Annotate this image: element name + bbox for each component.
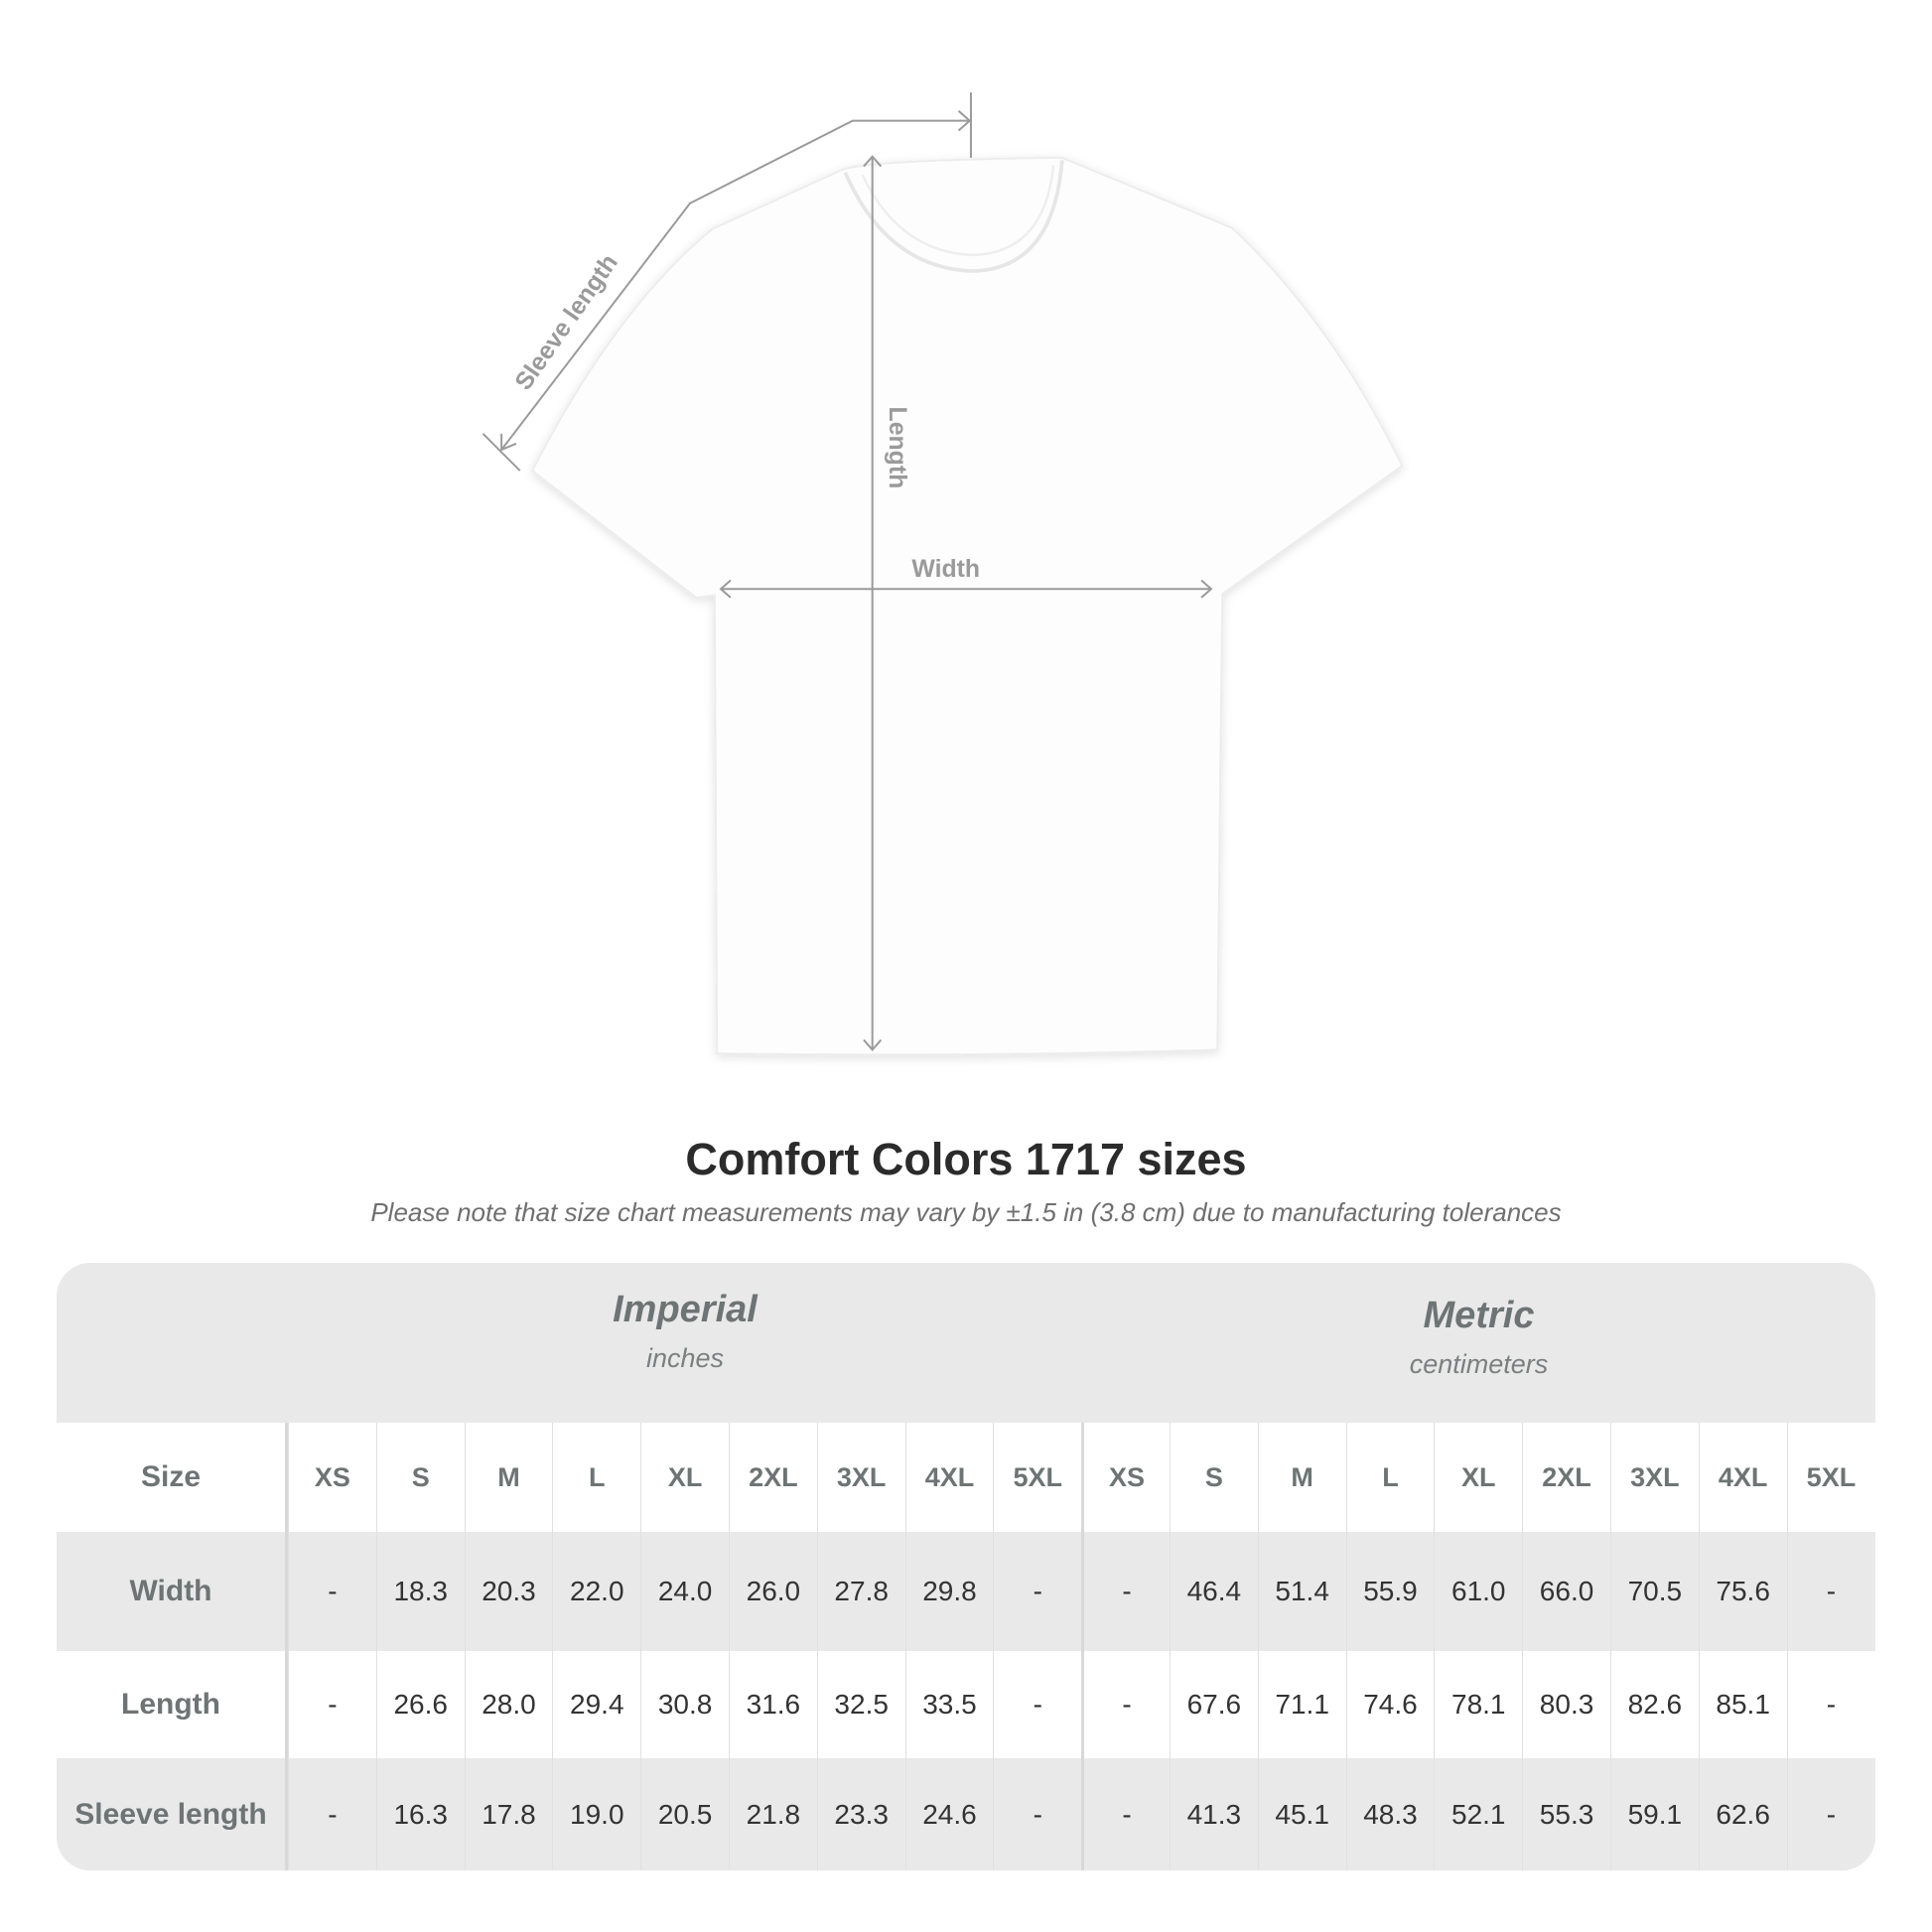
size-header-imperial: 5XL [993, 1423, 1081, 1532]
size-header-metric: 5XL [1786, 1423, 1875, 1532]
size-header-imperial: XS [288, 1423, 376, 1532]
size-header-metric: 4XL [1698, 1423, 1787, 1532]
imperial-value: 29.4 [552, 1651, 640, 1758]
imperial-value: 24.0 [640, 1532, 729, 1651]
imperial-title: Imperial [613, 1289, 758, 1330]
metric-value: - [1786, 1758, 1875, 1870]
metric-value: 46.4 [1169, 1532, 1258, 1651]
size-header-imperial: XL [640, 1423, 729, 1532]
imperial-value: - [288, 1651, 376, 1758]
imperial-value: 20.3 [464, 1532, 553, 1651]
imperial-value: 32.5 [816, 1651, 905, 1758]
metric-value: 59.1 [1609, 1758, 1699, 1870]
size-header-imperial: S [375, 1423, 465, 1532]
metric-title: Metric [1423, 1295, 1535, 1336]
size-header-imperial: M [464, 1423, 553, 1532]
imperial-unit: inches [645, 1343, 725, 1373]
metric-value: 48.3 [1345, 1758, 1435, 1870]
imperial-value: - [993, 1758, 1081, 1870]
row-label: Sleeve length [57, 1758, 288, 1870]
collar [843, 160, 1064, 273]
size-header-imperial: L [552, 1423, 640, 1532]
imperial-value: 20.5 [640, 1758, 729, 1870]
metric-value: - [1081, 1651, 1170, 1758]
imperial-value: 33.5 [904, 1651, 994, 1758]
size-header-metric: S [1169, 1423, 1258, 1532]
size-header-imperial: 2XL [728, 1423, 817, 1532]
size-label: Size [57, 1423, 288, 1532]
size-header-imperial: 3XL [816, 1423, 905, 1532]
imperial-value: 16.3 [375, 1758, 465, 1870]
metric-value: 41.3 [1169, 1758, 1258, 1870]
metric-value: 85.1 [1698, 1651, 1787, 1758]
size-header-metric: 3XL [1609, 1423, 1699, 1532]
table-row: Sleeve length -16.3 17.8 19.0 20.5 21.8 23.3 24… [57, 1758, 1875, 1870]
table-row: Width -18.3 20.3 22.0 24.0 26.0 27.8 29.8- -46.4… [57, 1532, 1875, 1651]
imperial-value: - [288, 1758, 376, 1870]
metric-value: 45.1 [1257, 1758, 1346, 1870]
table-row: Length -26.6 28.0 29.4 30.8 31.6 32.5 33.5- -67.… [57, 1651, 1875, 1758]
imperial-value: 28.0 [464, 1651, 553, 1758]
metric-value: 61.0 [1434, 1532, 1522, 1651]
metric-unit: centimeters [1409, 1349, 1549, 1379]
page-title: Comfort Colors 1717 sizes [685, 1134, 1247, 1184]
size-header-metric: 2XL [1522, 1423, 1610, 1532]
metric-value: 70.5 [1609, 1532, 1699, 1651]
row-label: Width [57, 1532, 288, 1651]
imperial-value: 23.3 [816, 1758, 905, 1870]
imperial-value: 22.0 [552, 1532, 640, 1651]
imperial-value: 18.3 [375, 1532, 465, 1651]
imperial-value: 29.8 [904, 1532, 994, 1651]
imperial-value: 21.8 [728, 1758, 817, 1870]
metric-value: 51.4 [1257, 1532, 1346, 1651]
metric-value: 66.0 [1522, 1532, 1610, 1651]
imperial-value: - [288, 1532, 376, 1651]
metric-value: 82.6 [1609, 1651, 1699, 1758]
metric-value: 62.6 [1698, 1758, 1787, 1870]
imperial-value: 26.0 [728, 1532, 817, 1651]
imperial-value: 27.8 [816, 1532, 905, 1651]
metric-header: Metric centimeters [1082, 1295, 1875, 1454]
tshirt-image [530, 156, 1404, 1056]
metric-value: - [1081, 1758, 1170, 1870]
imperial-value: - [993, 1651, 1081, 1758]
metric-value: 67.6 [1169, 1651, 1258, 1758]
tolerance-note: Please note that size chart measurements… [370, 1197, 1562, 1227]
size-row: Size XS S M L XL 2XL 3XL 4XL 5XL XS S M L XL 2XL 3XL 4XL 5… [57, 1423, 1875, 1532]
size-header-metric: L [1345, 1423, 1435, 1532]
metric-value: 74.6 [1345, 1651, 1435, 1758]
metric-value: 78.1 [1434, 1651, 1522, 1758]
row-label: Length [57, 1651, 288, 1758]
size-header-metric: M [1257, 1423, 1346, 1532]
measurement-lines [482, 92, 1213, 1051]
metric-value: - [1786, 1532, 1875, 1651]
size-header-metric: XL [1434, 1423, 1522, 1532]
sleeve-length-line [500, 119, 970, 451]
metric-value: - [1786, 1651, 1875, 1758]
imperial-value: 31.6 [728, 1651, 817, 1758]
imperial-value: - [993, 1532, 1081, 1651]
size-header-metric: XS [1081, 1423, 1170, 1532]
metric-value: - [1081, 1532, 1170, 1651]
metric-value: 52.1 [1434, 1758, 1522, 1870]
metric-value: 75.6 [1698, 1532, 1787, 1651]
imperial-value: 24.6 [904, 1758, 994, 1870]
imperial-value: 26.6 [375, 1651, 465, 1758]
imperial-value: 19.0 [552, 1758, 640, 1870]
imperial-value: 30.8 [640, 1651, 729, 1758]
metric-value: 80.3 [1522, 1651, 1610, 1758]
length-label: Length [884, 407, 910, 489]
size-chart-table: Imperial inches Metric centimeters Size X… [57, 1263, 1875, 1870]
imperial-value: 17.8 [464, 1758, 553, 1870]
metric-value: 71.1 [1257, 1651, 1346, 1758]
imperial-header: Imperial inches [288, 1289, 1082, 1449]
metric-value: 55.9 [1345, 1532, 1435, 1651]
size-header-imperial: 4XL [904, 1423, 994, 1532]
metric-value: 55.3 [1522, 1758, 1610, 1870]
width-label: Width [911, 556, 980, 583]
